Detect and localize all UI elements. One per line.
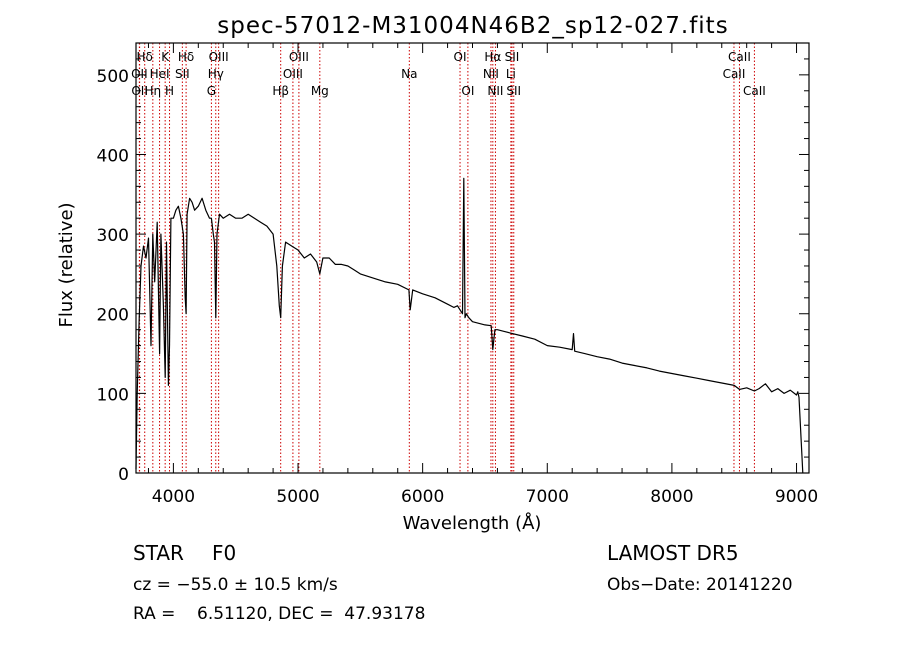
redshift-text: cz = −55.0 ± 10.5 km/s xyxy=(133,575,338,595)
y-tick-label: 400 xyxy=(97,146,129,166)
spectral-line-labels: HδOIIOIIHηHeIKHSIIHδHγGOIIIHβOIIIOIIIMgN… xyxy=(131,50,766,98)
y-tick-label: 100 xyxy=(97,385,129,405)
spectral-line-label: Li xyxy=(506,67,516,81)
spectral-line-label: G xyxy=(207,84,216,98)
object-subclass: F0 xyxy=(212,541,236,565)
x-axis-ticks: 4000 5000 6000 7000 8000 9000 xyxy=(147,43,818,507)
spectral-line-label: Hγ xyxy=(208,67,224,81)
chart-title: spec-57012-M31004N46B2_sp12-027.fits xyxy=(217,13,728,39)
spectral-line-label: SII xyxy=(175,67,190,81)
y-tick-label: 300 xyxy=(97,226,129,246)
spectral-line-markers xyxy=(138,43,755,473)
x-tick-label: 5000 xyxy=(276,487,319,507)
x-tick-label: 6000 xyxy=(401,487,444,507)
spectral-line-label: K xyxy=(161,50,170,64)
y-axis-ticks: 0 100 200 300 400 500 xyxy=(97,58,809,485)
spectral-line-label: Mg xyxy=(311,84,329,98)
observation-date: Obs−Date: 20141220 xyxy=(607,575,793,595)
spectrum-line xyxy=(135,177,804,474)
coordinates-text: RA = 6.51120, DEC = 47.93178 xyxy=(133,604,425,624)
spectral-line-label: OIII xyxy=(289,50,309,64)
spectral-line-label: OII xyxy=(131,67,148,81)
x-tick-label: 4000 xyxy=(152,487,195,507)
y-tick-label: 200 xyxy=(97,306,129,326)
spectral-line-label: SII xyxy=(506,84,521,98)
object-class: STAR xyxy=(133,541,184,565)
spectral-line-label: OI xyxy=(454,50,467,64)
plot-frame xyxy=(135,42,810,474)
spectral-line-label: OI xyxy=(461,84,474,98)
spectral-line-label: OIII xyxy=(209,50,229,64)
spectral-line-label: Hα xyxy=(484,50,501,64)
y-axis-label: Flux (relative) xyxy=(56,202,77,327)
spectral-line-label: Na xyxy=(401,67,417,81)
x-tick-label: 9000 xyxy=(775,487,818,507)
spectral-line-label: H xyxy=(165,84,174,98)
spectral-line-label: SII xyxy=(505,50,520,64)
spectral-line-label: Hη xyxy=(145,84,162,98)
x-axis-label: Wavelength (Å) xyxy=(403,512,542,534)
spectral-line-label: Hβ xyxy=(272,84,289,98)
spectral-line-label: HeI xyxy=(150,67,170,81)
spectral-line-label: CaII xyxy=(728,50,751,64)
x-tick-label: 7000 xyxy=(526,487,569,507)
y-tick-label: 0 xyxy=(118,465,129,485)
spectral-line-label: OIII xyxy=(283,67,303,81)
survey-name: LAMOST DR5 xyxy=(607,541,739,565)
spectral-line-label: CaII xyxy=(723,67,746,81)
spectral-line-label: NII xyxy=(483,67,499,81)
x-tick-label: 8000 xyxy=(650,487,693,507)
spectral-line-label: Hδ xyxy=(137,50,153,64)
spectral-line-label: Hδ xyxy=(178,50,194,64)
spectral-line-label: CaII xyxy=(743,84,766,98)
spectral-line-label: NII xyxy=(487,84,503,98)
y-tick-label: 500 xyxy=(97,67,129,87)
